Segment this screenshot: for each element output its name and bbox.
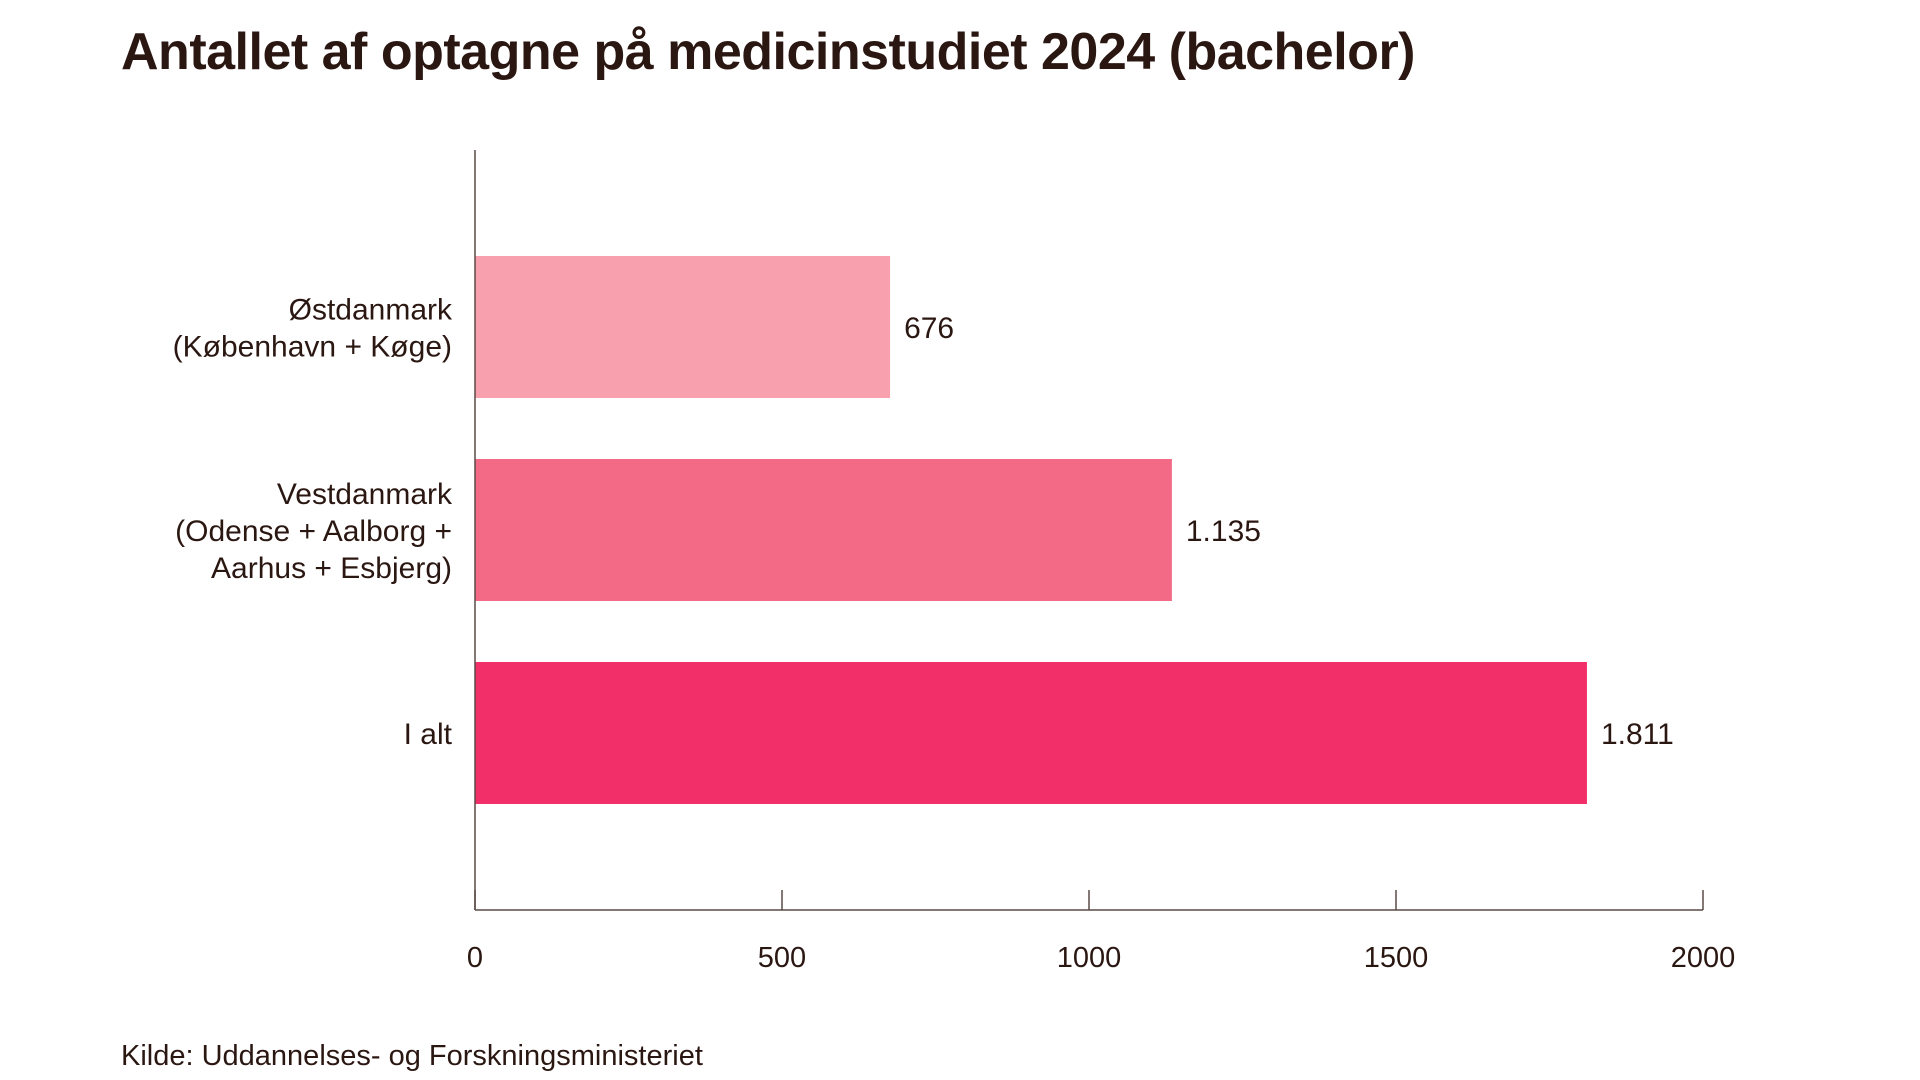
category-label-line: Aarhus + Esbjerg) — [211, 552, 452, 585]
x-tick-label-1500: 1500 — [1364, 942, 1429, 974]
axis-layer: 0 500 1000 1500 2000 — [467, 150, 1735, 974]
category-label-line: Vestdanmark — [277, 478, 453, 511]
x-tick-label-1000: 1000 — [1057, 942, 1122, 974]
category-label-1: Østdanmark (København + Køge) — [173, 294, 453, 364]
labels-layer: 676 Østdanmark (København + Køge) 1.135 Vest… — [173, 294, 1674, 752]
x-tick-label-500: 500 — [758, 942, 806, 974]
bars-layer — [475, 256, 1587, 804]
bar-2 — [475, 459, 1172, 601]
category-label-line: (København + Køge) — [173, 331, 452, 364]
x-tick-label-2000: 2000 — [1671, 942, 1736, 974]
data-label-3: 1.811 — [1601, 718, 1674, 751]
chart-title: Antallet af optagne på medicinstudiet 20… — [121, 23, 1416, 81]
data-label-2: 1.135 — [1186, 515, 1261, 548]
category-label-line: Østdanmark — [289, 294, 453, 327]
source-note: Kilde: Uddannelses- og Forskningsministe… — [121, 1040, 703, 1072]
category-label-3: I alt — [404, 718, 453, 751]
category-label-line: (Odense + Aalborg + — [175, 515, 452, 548]
data-label-1: 676 — [904, 312, 954, 345]
bar-1 — [475, 256, 891, 398]
x-tick-label-0: 0 — [467, 942, 483, 974]
category-label-2: Vestdanmark (Odense + Aalborg + Aarhus + E… — [175, 478, 453, 585]
bar-3 — [475, 662, 1587, 804]
category-label-line: I alt — [404, 718, 453, 751]
